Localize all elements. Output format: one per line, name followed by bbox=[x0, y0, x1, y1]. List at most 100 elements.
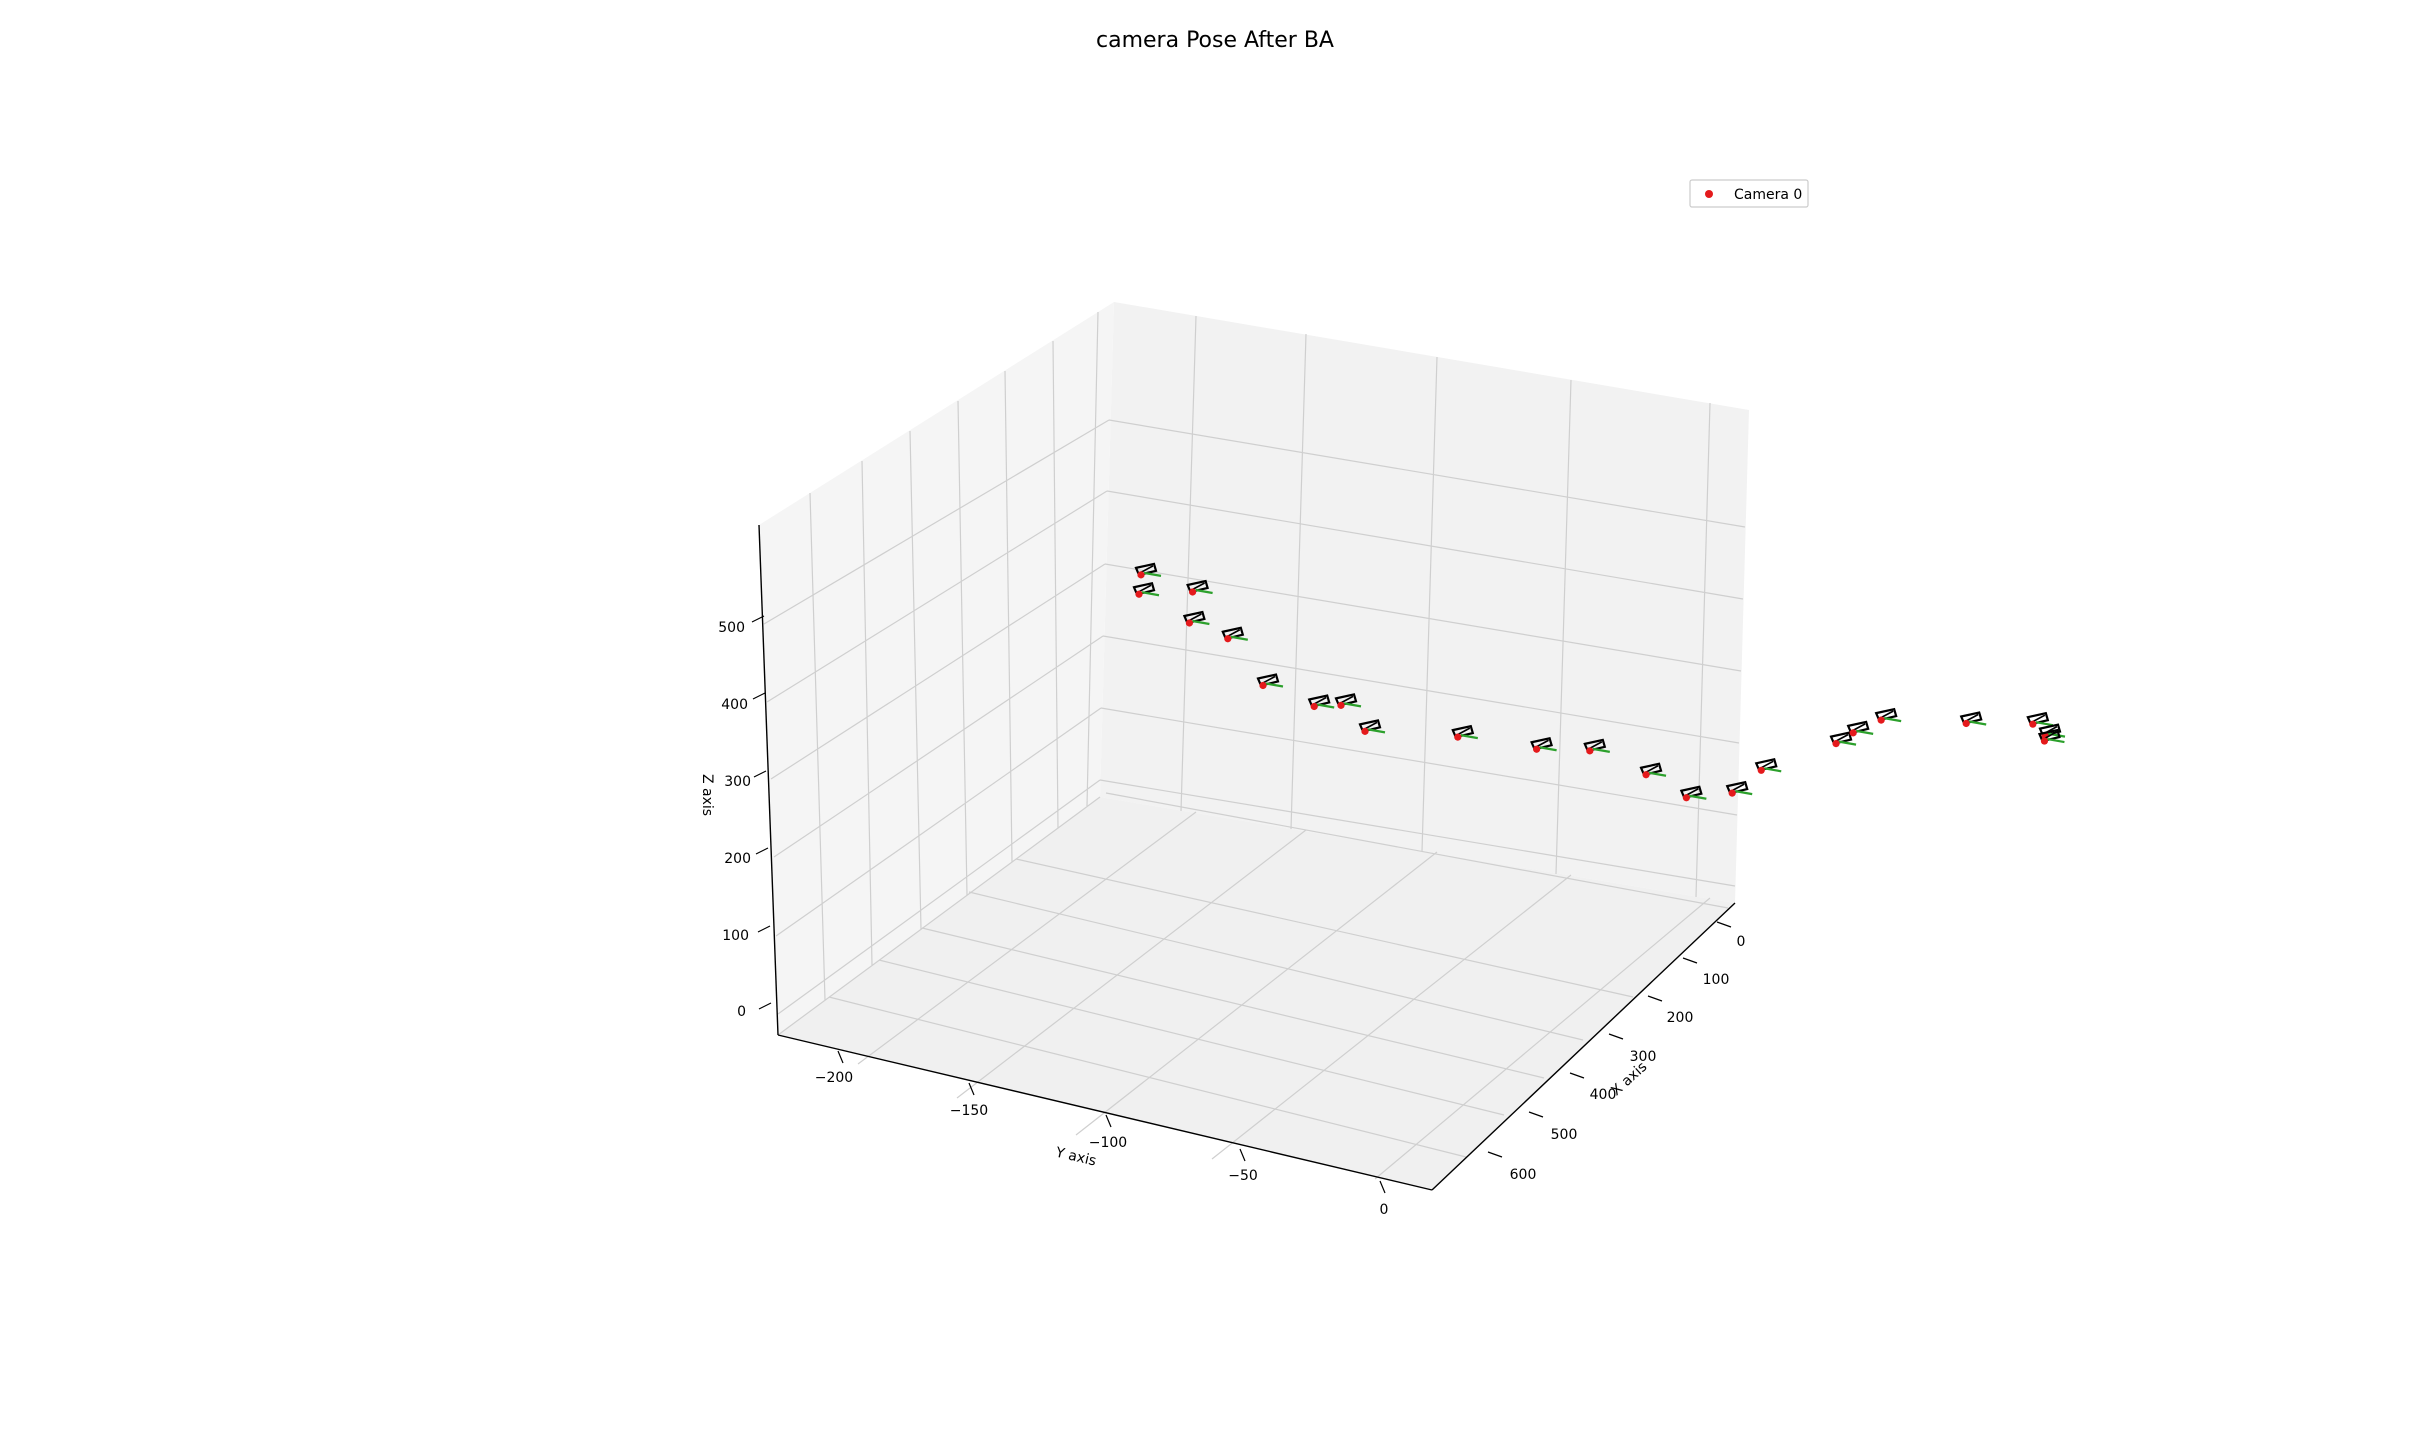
y-tick-label: −100 bbox=[1089, 1135, 1127, 1151]
x-axis-label: X axis bbox=[1608, 1059, 1650, 1099]
camera-frustum bbox=[1959, 711, 1983, 725]
camera-axis-line bbox=[1317, 703, 1335, 709]
camera-point bbox=[1728, 789, 1736, 797]
camera-point bbox=[1135, 590, 1143, 598]
camera-frustum bbox=[1307, 694, 1331, 708]
camera-axis-line bbox=[1689, 794, 1707, 800]
camera-marker bbox=[1679, 785, 1707, 802]
camera-point bbox=[1586, 747, 1594, 755]
camera-frustum bbox=[1846, 720, 1870, 735]
x-tick-label: 100 bbox=[1703, 972, 1730, 988]
legend-label: Camera 0 bbox=[1734, 187, 1802, 203]
x-tick-label: 600 bbox=[1510, 1167, 1537, 1183]
camera-frustum bbox=[2026, 711, 2050, 726]
camera-axis-line bbox=[1969, 720, 1987, 726]
camera-point bbox=[1310, 702, 1318, 711]
camera-axis-line bbox=[1883, 717, 1902, 723]
camera-marker bbox=[1754, 758, 1782, 774]
camera-frustum bbox=[1874, 707, 1898, 722]
z-tick-label: 300 bbox=[724, 774, 751, 790]
camera-marker bbox=[2026, 711, 2054, 728]
axis-spines bbox=[758, 524, 1736, 1191]
camera-frustum bbox=[1639, 762, 1663, 777]
camera-axis-line bbox=[1539, 746, 1557, 752]
camera-axis-line bbox=[1838, 740, 1857, 746]
camera-frustum bbox=[1358, 719, 1382, 733]
camera-marker bbox=[1530, 736, 1557, 753]
camera-marker bbox=[1182, 610, 1210, 627]
camera-axis-line bbox=[1230, 635, 1248, 641]
camera-point bbox=[1832, 740, 1840, 748]
camera-point bbox=[1454, 733, 1462, 741]
camera-point bbox=[1259, 681, 1267, 690]
camera-marker bbox=[1307, 694, 1335, 711]
camera-axis-line bbox=[1192, 619, 1210, 626]
x-tick-label: 200 bbox=[1667, 1010, 1694, 1026]
x-tick-label: 400 bbox=[1590, 1087, 1617, 1103]
camera-marker bbox=[1334, 693, 1362, 709]
y-tick-label: −200 bbox=[815, 1070, 853, 1086]
camera-frustum bbox=[1182, 610, 1206, 625]
camera-axis-line bbox=[1648, 771, 1667, 777]
camera-point bbox=[1877, 716, 1885, 724]
z-tick-label: 100 bbox=[722, 928, 749, 944]
camera-marker bbox=[1725, 780, 1753, 797]
camera-marker bbox=[2037, 728, 2065, 745]
camera-frustum bbox=[1134, 562, 1158, 577]
camera-point bbox=[1224, 635, 1232, 643]
camera-axis-line bbox=[1592, 747, 1610, 753]
camera-frustum bbox=[1829, 731, 1853, 745]
legend-box bbox=[1689, 179, 1809, 208]
camera-axis-line bbox=[2047, 737, 2065, 744]
camera-point bbox=[1962, 719, 1970, 728]
camera-axis-line bbox=[1735, 790, 1753, 796]
y-tick-label: 0 bbox=[1380, 1202, 1389, 1218]
camera-axis-line bbox=[1460, 734, 1478, 740]
camera-frustum bbox=[1334, 693, 1358, 707]
camera-axis-line bbox=[1141, 591, 1160, 597]
camera-axis-line bbox=[1343, 702, 1362, 708]
camera-point bbox=[1757, 766, 1765, 774]
chart-title: camera Pose After BA bbox=[1096, 28, 1334, 53]
legend: Camera 0 bbox=[1689, 179, 1809, 208]
camera-frustum bbox=[1451, 724, 1475, 739]
y-tick-label: −150 bbox=[950, 1103, 988, 1119]
z-axis-label: Z axis bbox=[699, 774, 715, 816]
camera-axis-line bbox=[2047, 732, 2066, 738]
camera-point bbox=[1361, 727, 1369, 735]
x-tick-label: 300 bbox=[1630, 1049, 1657, 1065]
camera-axis-line bbox=[1143, 571, 1162, 577]
camera-marker bbox=[1256, 673, 1284, 690]
camera-point bbox=[2040, 737, 2049, 745]
y-tick-label: −50 bbox=[1228, 1168, 1258, 1184]
camera-point bbox=[1137, 571, 1145, 579]
camera-frustum bbox=[1256, 673, 1280, 687]
z-tick-label: 400 bbox=[721, 697, 748, 713]
camera-frustum bbox=[1725, 780, 1749, 795]
camera-point bbox=[2029, 720, 2037, 728]
camera-axis-line bbox=[1195, 588, 1213, 595]
camera-frustum bbox=[1754, 758, 1778, 772]
camera-marker bbox=[1134, 562, 1162, 579]
camera-markers bbox=[1132, 562, 2066, 802]
camera-marker bbox=[1583, 738, 1610, 755]
camera-frustum bbox=[1132, 581, 1156, 596]
z-tick-label: 0 bbox=[737, 1004, 746, 1020]
camera-marker bbox=[1186, 579, 1213, 596]
camera-axis-line bbox=[1764, 767, 1782, 773]
x-tick-label: 500 bbox=[1551, 1127, 1578, 1143]
camera-point bbox=[1337, 701, 1345, 709]
camera-frustum bbox=[1530, 736, 1553, 751]
camera-frustum bbox=[1583, 738, 1607, 753]
z-tick-label: 500 bbox=[718, 620, 745, 636]
back-pane bbox=[1100, 302, 1749, 903]
camera-point bbox=[1189, 588, 1197, 596]
camera-marker bbox=[1358, 719, 1386, 735]
grid-lines bbox=[763, 311, 1746, 1180]
camera-marker bbox=[1829, 731, 1857, 748]
camera-point bbox=[1642, 771, 1650, 779]
camera-axis-line bbox=[1367, 728, 1386, 734]
camera-frustum bbox=[1186, 579, 1209, 594]
camera-marker bbox=[1959, 711, 1987, 728]
